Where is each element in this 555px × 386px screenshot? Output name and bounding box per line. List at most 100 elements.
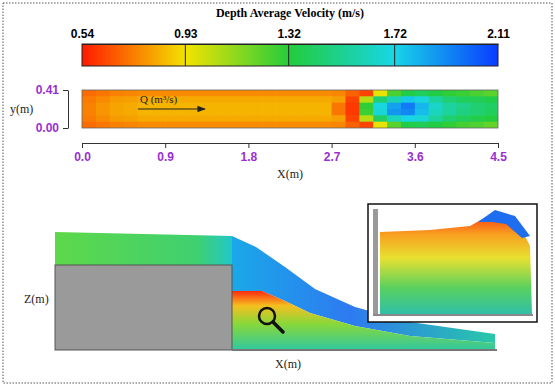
heatmap-cell xyxy=(345,122,359,128)
heatmap-cell xyxy=(470,109,484,116)
heatmap-cell xyxy=(235,122,249,128)
heatmap-cell xyxy=(401,115,415,122)
heatmap-cell xyxy=(165,115,179,122)
heatmap-cell xyxy=(221,96,235,103)
heatmap-cell xyxy=(290,96,304,103)
x-tick: 0.9 xyxy=(157,143,174,164)
heatmap-cell xyxy=(179,122,193,128)
heatmap-cell xyxy=(470,115,484,122)
heatmap-cell xyxy=(401,90,415,97)
heatmap-cell xyxy=(332,90,346,97)
heatmap-cell xyxy=(470,103,484,110)
colorbar-tick: 0.93 xyxy=(174,27,198,44)
heatmap-cell xyxy=(248,115,262,122)
heatmap-cell xyxy=(429,122,443,128)
heatmap-cell xyxy=(318,115,332,122)
heatmap-cell xyxy=(276,115,290,122)
heatmap-cell xyxy=(415,90,429,97)
heatmap-cell xyxy=(137,115,151,122)
heatmap-cell xyxy=(248,90,262,97)
heatmap-cell xyxy=(443,96,457,103)
heatmap-cell xyxy=(429,103,443,110)
heatmap-cell xyxy=(110,109,124,116)
heatmap-cell xyxy=(124,109,138,116)
heatmap-cell xyxy=(248,96,262,103)
heatmap-cell xyxy=(332,109,346,116)
heatmap-cell xyxy=(470,122,484,128)
heatmap-cell xyxy=(443,109,457,116)
title: Depth Average Velocity (m/s) xyxy=(216,6,364,20)
heatmap-cell xyxy=(262,103,276,110)
heatmap-cell xyxy=(179,90,193,97)
heatmap-cell xyxy=(290,109,304,116)
heatmap-cell xyxy=(415,115,429,122)
heatmap-cell xyxy=(151,109,165,116)
heatmap-cell xyxy=(318,90,332,97)
heatmap-cell xyxy=(443,115,457,122)
heatmap-cell xyxy=(124,90,138,97)
side-x-axis-title: X(m) xyxy=(275,357,301,371)
heatmap-cell xyxy=(82,103,96,110)
heatmap-cell xyxy=(221,103,235,110)
heatmap-cell xyxy=(276,109,290,116)
heatmap-cell xyxy=(484,122,498,128)
x-tick: 3.6 xyxy=(407,143,424,164)
heatmap-cell xyxy=(304,109,318,116)
inset-floor xyxy=(373,314,533,316)
inset-frame xyxy=(368,204,537,322)
heatmap-cell xyxy=(470,90,484,97)
heatmap-cell xyxy=(124,96,138,103)
heatmap-cell xyxy=(456,122,470,128)
heatmap-cell xyxy=(456,109,470,116)
colorbar-tick-label: 0.93 xyxy=(174,27,198,41)
heatmap-cells xyxy=(82,90,498,128)
heatmap-cell xyxy=(304,122,318,128)
heatmap-cell xyxy=(262,90,276,97)
heatmap-cell xyxy=(484,103,498,110)
heatmap-cell xyxy=(401,109,415,116)
heatmap-cell xyxy=(290,103,304,110)
heatmap-cell xyxy=(165,122,179,128)
x-tick-label: 3.6 xyxy=(407,150,424,164)
heatmap-cell xyxy=(151,115,165,122)
heatmap-cell xyxy=(304,115,318,122)
y-tick: 0.41 xyxy=(36,83,68,97)
flow-arrow xyxy=(138,108,205,109)
colorbar-tick: 1.32 xyxy=(277,27,301,44)
heatmap-cell xyxy=(359,90,373,97)
heatmap-cell xyxy=(443,90,457,97)
y-tick: 0.00 xyxy=(36,121,68,135)
x-tick-label: 0.0 xyxy=(74,150,91,164)
inset-wall xyxy=(373,209,378,316)
heatmap-cell xyxy=(207,96,221,103)
heatmap-cell xyxy=(235,103,249,110)
step-block xyxy=(55,265,232,350)
side-view xyxy=(55,204,537,350)
x-tick-mark xyxy=(82,143,83,148)
heatmap-cell xyxy=(429,115,443,122)
heatmap-cell xyxy=(193,90,207,97)
heatmap-cell xyxy=(373,103,387,110)
colorbar-division xyxy=(288,44,289,66)
x-tick-mark xyxy=(498,143,499,148)
heatmap-cell xyxy=(332,103,346,110)
heatmap-cell xyxy=(110,115,124,122)
y-tick-label: 0.00 xyxy=(36,121,60,135)
y-tick-mark xyxy=(63,128,68,129)
colorbar-tick: 1.72 xyxy=(383,27,407,44)
plot-frame xyxy=(82,90,498,128)
heatmap-cell xyxy=(456,90,470,97)
heatmap-cell xyxy=(318,96,332,103)
heatmap-cell xyxy=(484,109,498,116)
heatmap-cell xyxy=(82,96,96,103)
heatmap-cell xyxy=(248,122,262,128)
heatmap-cell xyxy=(276,103,290,110)
heatmap-cell xyxy=(96,109,110,116)
inset-flow xyxy=(380,212,532,314)
heatmap-cell xyxy=(359,115,373,122)
heatmap-cell xyxy=(221,90,235,97)
heatmap-cell xyxy=(484,115,498,122)
heatmap-cell xyxy=(221,115,235,122)
heatmap-cell xyxy=(276,96,290,103)
heatmap-cell xyxy=(221,109,235,116)
